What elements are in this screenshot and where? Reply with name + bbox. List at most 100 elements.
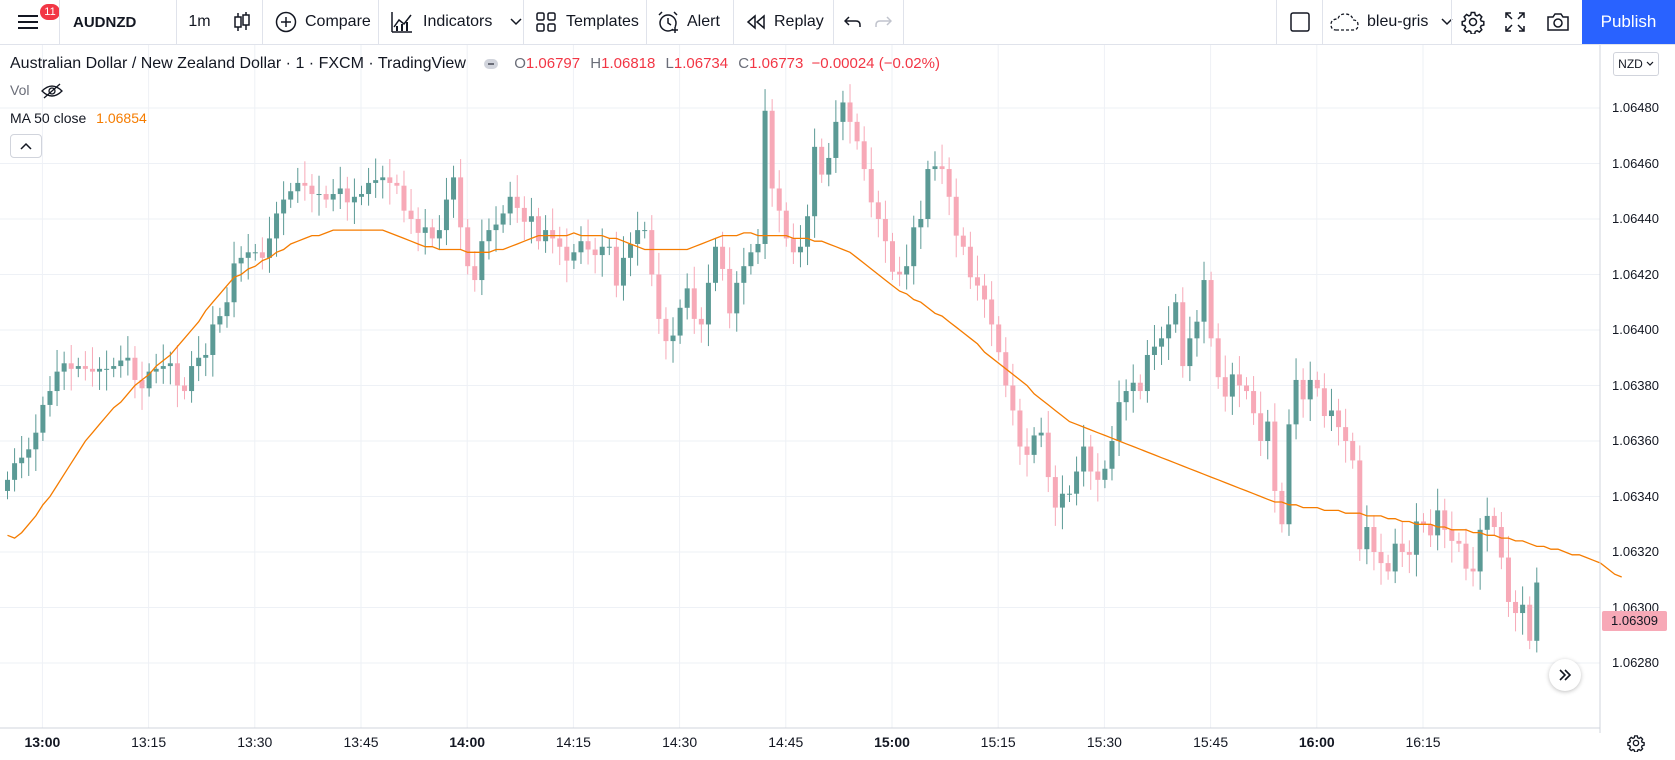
candle <box>1371 515 1377 571</box>
candle <box>401 170 407 223</box>
candle <box>762 89 768 259</box>
scroll-to-realtime-button[interactable] <box>1549 659 1581 691</box>
settings-button[interactable] <box>1452 0 1494 44</box>
candle <box>1059 475 1065 530</box>
close-value: 1.06773 <box>749 55 804 72</box>
undo-button[interactable] <box>836 0 870 44</box>
candle <box>1307 361 1313 422</box>
symbol-search-button[interactable]: AUDNZD <box>60 0 176 44</box>
candle <box>196 336 202 382</box>
candle <box>536 207 541 250</box>
price-tick-label: 1.06420 <box>1612 266 1659 282</box>
time-tick-label: 15:45 <box>1193 734 1229 750</box>
snapshot-button[interactable] <box>1536 0 1580 44</box>
candle <box>953 178 959 258</box>
candle <box>833 100 839 173</box>
candle <box>12 448 18 492</box>
candle <box>380 165 386 199</box>
candle <box>847 84 853 144</box>
replay-button[interactable]: Replay <box>734 0 833 44</box>
candle <box>939 144 945 185</box>
currency-button[interactable]: NZD <box>1613 52 1659 76</box>
fullscreen-mode-button[interactable] <box>1277 0 1322 44</box>
candle <box>1222 355 1228 412</box>
redo-button[interactable] <box>866 0 900 44</box>
candle <box>854 113 860 150</box>
candle <box>1463 528 1469 581</box>
time-tick-label: 13:45 <box>343 734 379 750</box>
candle <box>1194 310 1200 357</box>
candle <box>203 343 209 377</box>
candle <box>281 181 287 236</box>
candle <box>366 167 372 206</box>
candle <box>1159 326 1165 365</box>
candle <box>1258 391 1264 456</box>
candle <box>1449 511 1455 563</box>
change-value: −0.00024 (−0.02%) <box>811 55 940 72</box>
currency-label: NZD <box>1618 57 1643 71</box>
candle <box>1520 586 1526 635</box>
main-menu-button[interactable]: 11 <box>8 0 60 44</box>
candle <box>1102 460 1108 489</box>
fullscreen-button[interactable] <box>1494 0 1536 44</box>
layout-name-button[interactable]: bleu-gris <box>1323 0 1453 44</box>
square-icon <box>1289 12 1310 32</box>
candle <box>75 357 81 378</box>
candle <box>904 244 910 290</box>
price-chart[interactable] <box>0 45 1675 760</box>
templates-button[interactable]: Templates <box>524 0 646 44</box>
price-tick-label: 1.06400 <box>1612 322 1659 337</box>
indicators-label: Indicators <box>423 13 493 30</box>
candle <box>160 344 166 384</box>
legend-toggle-button[interactable] <box>10 134 42 158</box>
open-label: O <box>514 55 526 72</box>
indicators-icon <box>391 11 413 33</box>
legend-collapse-dot[interactable] <box>484 59 499 70</box>
interval-button[interactable]: 1m <box>177 0 222 44</box>
ma-legend: MA 50 close 1.06854 <box>10 110 147 126</box>
candle <box>394 174 400 195</box>
candle <box>1392 528 1398 584</box>
indicators-button[interactable]: Indicators <box>379 0 523 44</box>
layout-name-label: bleu-gris <box>1367 13 1429 30</box>
time-tick-label: 14:30 <box>662 734 698 750</box>
ma-label: MA 50 close <box>10 110 87 126</box>
symbol-label: AUDNZD <box>73 13 137 31</box>
symbol-title: Australian Dollar / New Zealand Dollar ·… <box>10 55 466 72</box>
candle <box>359 185 364 206</box>
candle <box>1428 509 1434 548</box>
candle <box>1173 293 1179 333</box>
candle <box>897 256 903 287</box>
candle <box>344 176 350 221</box>
rewind-icon <box>746 14 766 30</box>
candle <box>670 317 676 363</box>
candle <box>217 307 223 333</box>
price-tick-label: 1.06320 <box>1612 544 1659 559</box>
publish-button[interactable]: Publish <box>1582 0 1675 44</box>
candle <box>1137 374 1143 400</box>
candle <box>805 204 811 266</box>
candle <box>288 182 294 208</box>
candle <box>472 251 478 292</box>
notification-badge: 11 <box>40 4 60 20</box>
candle <box>1088 434 1094 490</box>
price-tick-label: 1.06360 <box>1612 433 1659 448</box>
candle <box>1336 398 1342 446</box>
candle <box>40 396 46 441</box>
candle <box>812 128 818 238</box>
candle <box>323 185 329 208</box>
candle <box>1378 533 1384 585</box>
chart-style-button[interactable] <box>222 0 262 44</box>
candle <box>1491 507 1497 536</box>
eye-crossed-icon[interactable] <box>41 83 64 99</box>
alert-button[interactable]: Alert <box>647 0 733 44</box>
chart-grid <box>0 45 1600 728</box>
time-tick-label: 14:45 <box>768 734 804 750</box>
candle <box>1328 388 1334 432</box>
gear-icon <box>1627 734 1645 752</box>
candle <box>989 281 995 347</box>
price-tick-label: 1.06380 <box>1612 377 1659 393</box>
candle <box>967 231 973 289</box>
scale-settings-button[interactable] <box>1625 732 1647 754</box>
compare-button[interactable]: Compare <box>263 0 372 44</box>
